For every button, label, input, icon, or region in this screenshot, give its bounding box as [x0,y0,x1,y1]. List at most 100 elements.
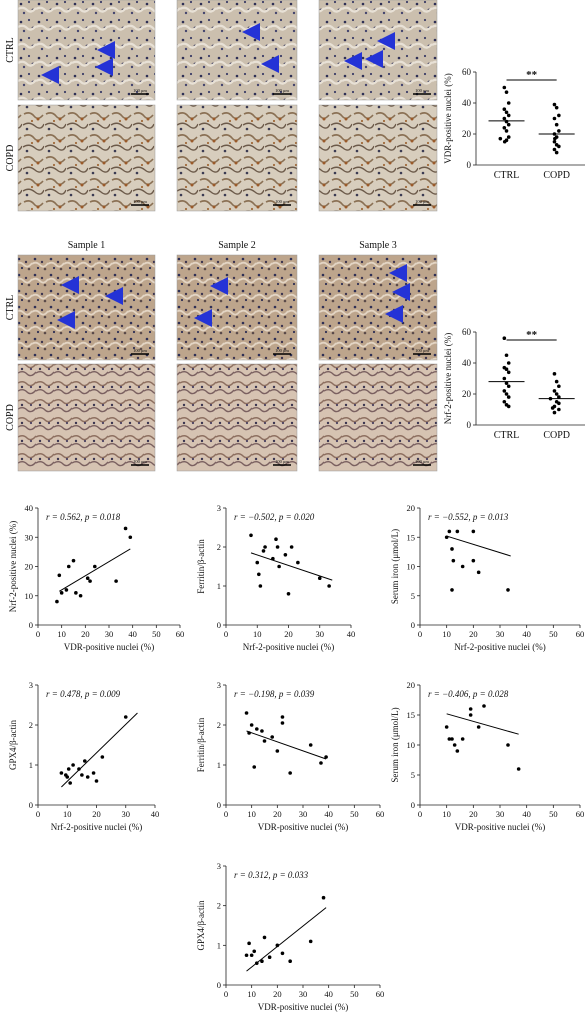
data-point [77,767,81,771]
y-tick-label: 2 [217,720,221,730]
correlation-annotation: r = 0.562, p = 0.018 [46,512,121,522]
data-point [498,136,503,141]
data-point [71,558,76,563]
data-point [59,771,64,775]
x-tick-label: 10 [247,809,256,819]
data-point [502,389,507,393]
data-point [80,773,84,777]
data-point [552,410,557,415]
panel-a-scale-label: 100 μm [275,199,289,204]
y-axis-label: VDR-positive nuclei (%) [443,73,453,163]
x-axis-label: VDR-positive nuclei (%) [455,822,545,832]
data-point [506,122,511,127]
y-axis-label: Ferritin/β-actin [196,539,206,594]
data-point [85,576,90,580]
scatter-vdr-ferritin: 0 10 20 30 40 50 60 0 1 2 3 r = −0.198, p = 0.039 VD… [196,680,384,832]
data-point [482,704,486,708]
data-point [460,737,465,741]
correlation-annotation: r = −0.198, p = 0.039 [234,689,315,699]
data-point [255,560,260,565]
x-tick-label: 10 [442,629,451,639]
data-point [557,144,561,149]
data-point [557,384,561,389]
y-tick-label: 60 [462,67,472,77]
data-point [128,535,133,540]
x-tick-label: 20 [81,629,90,639]
data-point [258,584,263,588]
data-point [455,749,460,753]
category-label-ctrl: CTRL [494,170,520,181]
data-point [249,953,254,958]
y-axis-label: Nrf-2-positive nuclei (%) [8,521,18,612]
y-tick-label: 3 [29,680,33,690]
regression-line [250,552,333,581]
data-point [262,739,267,743]
x-tick-label: 50 [350,989,359,999]
data-point [57,573,62,578]
data-point [286,592,291,596]
panel-b-scale-label: 100 μm [415,459,429,464]
panel-a-row-label-copd: COPD [5,145,16,172]
data-point [504,129,509,133]
y-tick-label: 0 [217,800,221,810]
x-tick-label: 60 [376,809,385,819]
x-tick-label: 20 [469,629,478,639]
data-point [450,547,454,551]
panel-a-micrograph-ctrl-2 [176,0,298,101]
x-tick-label: 30 [105,629,114,639]
x-tick-label: 40 [522,629,531,639]
y-tick-label: 40 [462,358,472,368]
column-label-sample-1: Sample 1 [68,240,106,251]
data-point [554,105,559,110]
x-tick-label: 10 [63,809,72,819]
x-tick-label: 40 [347,629,356,639]
data-point [260,729,264,733]
y-axis-label: Serum iron (μmol/L) [390,707,400,782]
data-point [263,545,267,549]
data-point [502,139,507,144]
data-point [83,759,87,763]
y-tick-label: 0 [29,620,33,630]
correlation-annotation: r = 0.312, p = 0.033 [234,870,309,880]
panel-b-scale-label: 100 μm [133,348,147,353]
x-tick-label: 30 [316,629,325,639]
scatter-vdr-nrf2: 0 10 20 30 40 50 60 0 10 20 30 40 r = 0.562, p = 0.0… [8,503,184,652]
panel-a-scale-label: 100 μm [275,88,289,93]
y-tick-label: 2 [29,720,33,730]
panel-b-row-label-copd: COPD [5,404,16,431]
y-tick-label: 1 [217,940,221,950]
y-tick-label: 20 [462,129,472,139]
panel-a-micrograph-copd-1 [17,104,156,212]
y-tick-label: 0 [29,800,33,810]
panel-a-scale-label: 100 μm [133,88,147,93]
data-point [502,126,507,130]
data-point [280,715,285,719]
panel-b-scale-label: 100 μm [275,459,289,464]
scatter-nrf2-ferritin: 0 10 20 30 40 0 1 2 3 r = −0.502, p = 0.020 Nrf-2-… [196,503,355,652]
data-point [254,727,259,731]
data-point [506,743,510,747]
data-point [262,935,267,940]
panel-a-micrograph-copd-3 [318,104,438,212]
data-point [308,939,313,944]
y-tick-label: 20 [25,562,34,572]
data-point [506,395,511,399]
y-tick-label: 0 [467,420,472,430]
data-point [468,713,473,717]
data-point [277,564,281,569]
panel-b-scale-label: 100 μm [415,348,429,353]
data-point [554,150,559,155]
data-point [450,737,454,741]
x-tick-label: 20 [273,989,282,999]
data-point [447,529,452,534]
y-tick-label: 10 [407,562,416,572]
x-tick-label: 0 [224,629,228,639]
data-point [280,721,285,725]
category-label-ctrl: CTRL [494,430,520,441]
y-tick-label: 3 [217,680,221,690]
data-point [275,749,280,753]
data-point [504,110,509,115]
data-point [554,392,559,396]
x-tick-label: 0 [36,629,40,639]
x-tick-label: 40 [151,809,160,819]
